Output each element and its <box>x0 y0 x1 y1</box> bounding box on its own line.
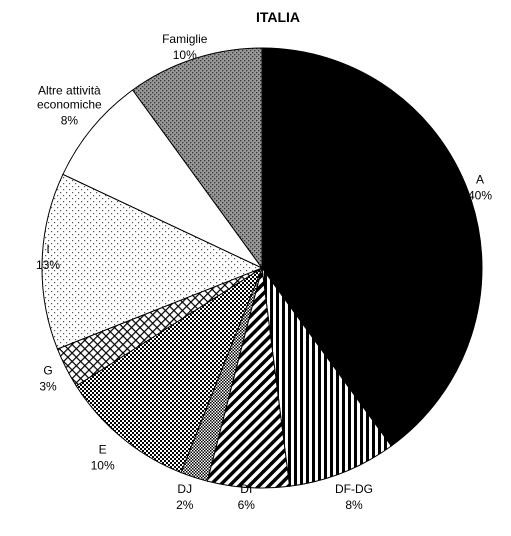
pie-slice <box>261 47 483 447</box>
pie-slice <box>75 266 264 474</box>
pie-slice <box>261 267 393 487</box>
slice-value-label: 40% <box>468 189 492 203</box>
pie-slice <box>41 173 264 350</box>
chart-title: ITALIA <box>256 9 300 25</box>
pie-slice <box>62 89 263 269</box>
slice-value-label: 2% <box>176 498 194 512</box>
slice-value-label: 10% <box>173 48 197 62</box>
slice-value-label: 8% <box>345 498 363 512</box>
slice-label: A <box>476 173 484 187</box>
slice-label: Famiglie <box>162 32 208 46</box>
slice-label: Altre attività economiche <box>37 84 102 112</box>
slice-label: DF-DG <box>335 482 373 496</box>
pie-slice <box>131 47 263 270</box>
slice-label: G <box>43 363 52 377</box>
slice-label: I <box>46 242 49 256</box>
slice-value-label: 10% <box>91 459 115 473</box>
slice-label: DI <box>240 482 252 496</box>
slice-label: DJ <box>177 482 192 496</box>
slice-value-label: 3% <box>39 379 57 393</box>
slice-value-label: 13% <box>36 258 60 272</box>
slice-value-label: 6% <box>238 498 256 512</box>
slice-value-label: 8% <box>61 114 79 128</box>
slice-label: E <box>99 443 107 457</box>
